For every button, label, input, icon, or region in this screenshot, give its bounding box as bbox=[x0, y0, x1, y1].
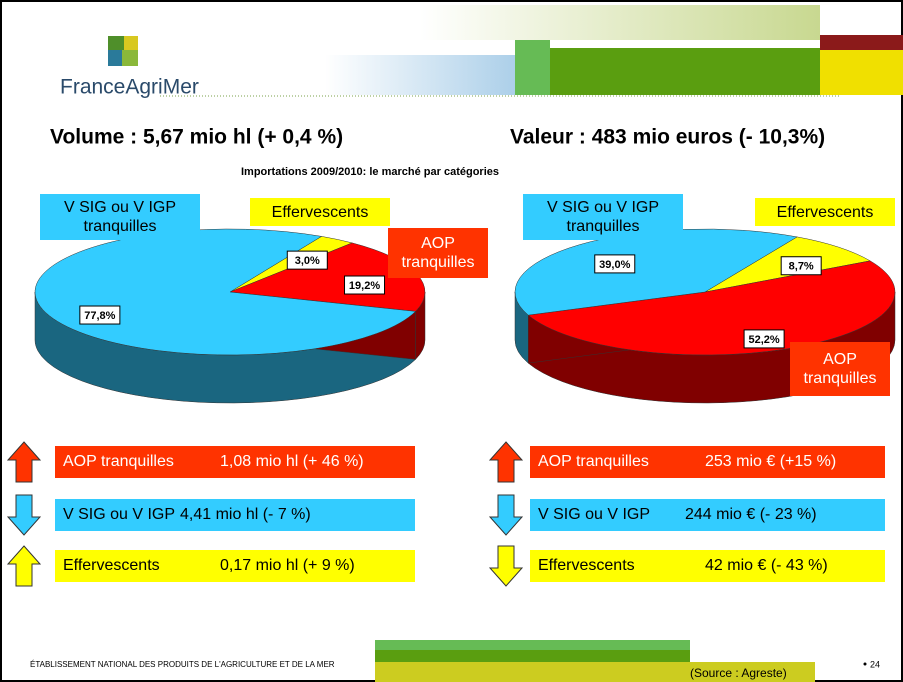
summary-value: 1,08 mio hl (+ 46 %) bbox=[220, 453, 364, 470]
summary-row: Effervescents 42 mio € (- 43 %) bbox=[530, 550, 885, 582]
footer-band bbox=[375, 640, 690, 650]
footer-institution: ÉTABLISSEMENT NATIONAL DES PRODUITS DE L… bbox=[30, 660, 335, 669]
subtitle: Importations 2009/2010: le marché par ca… bbox=[241, 166, 499, 178]
footer-band bbox=[375, 662, 815, 682]
category-label: V SIG ou V IGP tranquilles bbox=[40, 194, 200, 240]
pie-labels: 3,0% 19,2% 77,8% bbox=[79, 250, 386, 325]
header-band bbox=[550, 48, 820, 95]
pie-slice bbox=[527, 260, 896, 356]
value-label: 3,0% bbox=[295, 255, 320, 267]
header-band bbox=[420, 5, 820, 40]
value-label-box bbox=[743, 329, 785, 349]
logo-icon bbox=[108, 50, 122, 66]
summary-label: AOP tranquilles bbox=[538, 453, 649, 470]
summary-label: AOP tranquilles bbox=[63, 453, 174, 470]
header-band bbox=[820, 50, 903, 95]
trend-arrow bbox=[488, 494, 524, 536]
pie-tops bbox=[514, 228, 896, 356]
footer-source: (Source : Agreste) bbox=[690, 666, 787, 680]
summary-value: 4,41 mio hl (- 7 %) bbox=[180, 506, 311, 523]
summary-row: Effervescents 0,17 mio hl (+ 9 %) bbox=[55, 550, 415, 582]
summary-value: 0,17 mio hl (+ 9 %) bbox=[220, 557, 355, 574]
trend-arrow bbox=[488, 545, 524, 587]
logo-icon bbox=[124, 36, 138, 50]
value-label-box bbox=[79, 305, 121, 325]
chart-title: Volume : 5,67 mio hl (+ 0,4 %) bbox=[50, 126, 343, 149]
summary-row: AOP tranquilles 253 mio € (+15 %) bbox=[530, 446, 885, 478]
summary-label: V SIG ou V IGP bbox=[63, 506, 176, 523]
category-label: AOP tranquilles bbox=[388, 228, 488, 278]
value-label: 8,7% bbox=[789, 261, 814, 273]
summary-label: Effervescents bbox=[63, 557, 160, 574]
value-label: 52,2% bbox=[748, 334, 779, 346]
summary-row: V SIG ou V IGP 244 mio € (- 23 %) bbox=[530, 499, 885, 531]
summary-row: V SIG ou V IGP 4,41 mio hl (- 7 %) bbox=[55, 499, 415, 531]
page-number: 24 bbox=[870, 659, 880, 669]
category-label: Effervescents bbox=[755, 198, 895, 226]
summary-value: 253 mio € (+15 %) bbox=[705, 453, 837, 470]
pie-labels: 8,7% 52,2% 39,0% bbox=[594, 254, 822, 349]
summary-value: 244 mio € (- 23 %) bbox=[685, 506, 817, 523]
summary-value: 42 mio € (- 43 %) bbox=[705, 557, 828, 574]
trend-arrow bbox=[6, 494, 42, 536]
pie-slice bbox=[514, 228, 798, 316]
category-label: AOP tranquilles bbox=[790, 342, 890, 396]
summary-row: AOP tranquilles 1,08 mio hl (+ 46 %) bbox=[55, 446, 415, 478]
logo-text: FranceAgriMer bbox=[60, 76, 199, 99]
header-band bbox=[325, 55, 525, 95]
logo-icon bbox=[108, 36, 124, 50]
category-label: V SIG ou V IGP tranquilles bbox=[523, 194, 683, 240]
value-label-box bbox=[344, 275, 386, 295]
value-label: 19,2% bbox=[349, 280, 380, 292]
trend-arrow bbox=[488, 441, 524, 483]
category-label: Effervescents bbox=[250, 198, 390, 226]
logo-icon bbox=[122, 50, 138, 66]
value-label: 39,0% bbox=[599, 259, 630, 271]
page-bullet bbox=[863, 662, 867, 666]
header-band bbox=[820, 35, 903, 50]
summary-label: V SIG ou V IGP bbox=[538, 506, 651, 523]
header-band bbox=[515, 40, 550, 95]
trend-arrow bbox=[6, 441, 42, 483]
chart-title: Valeur : 483 mio euros (- 10,3%) bbox=[510, 126, 825, 149]
value-label: 77,8% bbox=[84, 310, 115, 322]
value-label-box bbox=[780, 256, 822, 276]
footer-band bbox=[375, 650, 690, 662]
trend-arrow bbox=[6, 545, 42, 587]
value-label-box bbox=[286, 250, 328, 270]
summary-label: Effervescents bbox=[538, 557, 635, 574]
value-label-box bbox=[594, 254, 636, 274]
